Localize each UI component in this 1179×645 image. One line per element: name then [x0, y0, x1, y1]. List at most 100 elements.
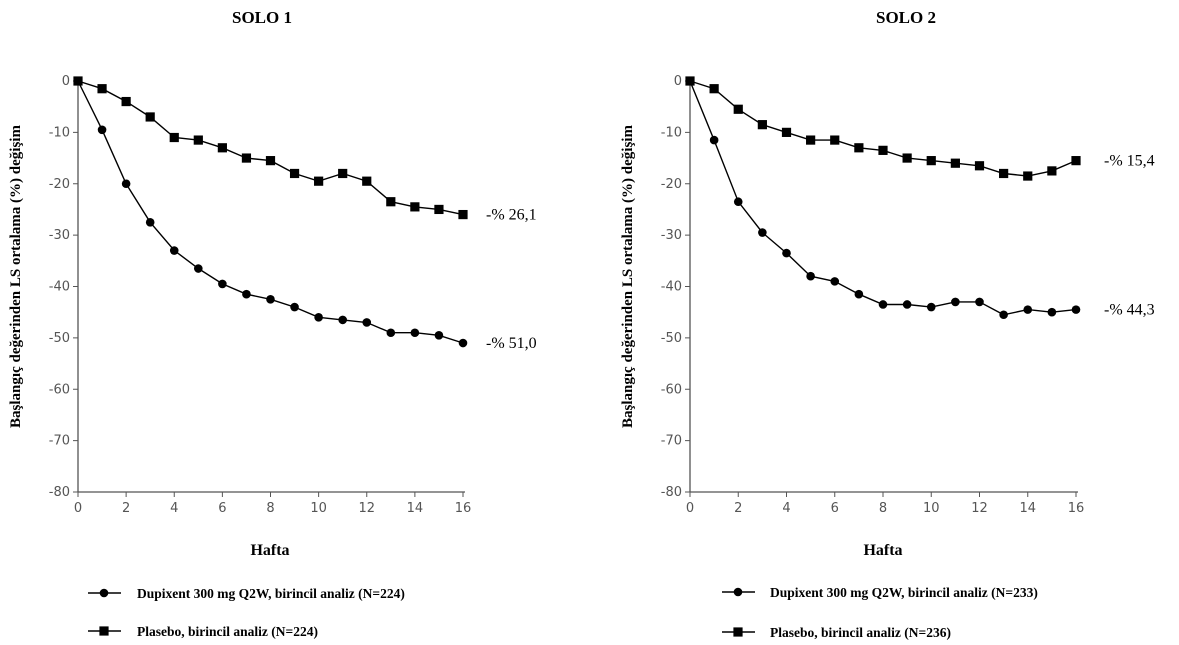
data-point — [314, 176, 324, 186]
legend-marker — [99, 588, 109, 598]
data-point — [830, 277, 840, 286]
legend-label: Plasebo, birincil analiz (N=236) — [770, 625, 951, 640]
y-tick-label: -30 — [661, 228, 682, 243]
data-point — [950, 158, 960, 168]
data-point — [458, 338, 468, 348]
x-tick-label: 16 — [455, 501, 472, 516]
x-tick-label: 0 — [74, 501, 82, 516]
chart-title: SOLO 1 — [232, 8, 292, 27]
data-point — [830, 135, 840, 145]
data-point — [1071, 156, 1081, 166]
data-point — [733, 104, 743, 114]
y-tick-label: -30 — [49, 228, 70, 243]
y-tick-label: -40 — [661, 280, 682, 295]
x-tick-label: 4 — [782, 501, 790, 516]
data-point — [97, 125, 107, 135]
legend-label: Plasebo, birincil analiz (N=224) — [137, 624, 318, 639]
data-point — [854, 289, 864, 299]
data-point — [193, 135, 203, 145]
data-point — [241, 153, 252, 163]
y-tick-label: -50 — [49, 331, 70, 346]
y-tick-label: -60 — [49, 382, 70, 397]
y-tick-label: -10 — [49, 125, 70, 140]
data-point — [806, 135, 816, 145]
data-point — [902, 153, 912, 163]
legend-item: Plasebo, birincil analiz (N=236) — [722, 625, 951, 640]
x-axis-label: Hafta — [863, 542, 902, 559]
data-point — [242, 289, 251, 299]
y-tick-label: -60 — [661, 382, 682, 397]
data-point — [218, 279, 227, 289]
data-point — [709, 135, 719, 145]
x-tick-label: 10 — [310, 501, 327, 516]
chart-1: SOLO 1 0 -10 -20 -30 -40 -50 -60 -70 -80 0 2 4 6 8 10 12… — [8, 8, 537, 639]
y-tick-label: 0 — [674, 74, 682, 89]
data-point — [1023, 305, 1033, 314]
data-point — [733, 197, 743, 207]
legend-label: Dupixent 300 mg Q2W, birincil analiz (N=… — [137, 586, 405, 601]
x-tick-label: 12 — [971, 501, 988, 516]
legend-label: Dupixent 300 mg Q2W, birincil analiz (N=… — [770, 585, 1038, 600]
data-point — [289, 168, 300, 179]
data-point — [338, 315, 347, 325]
data-point — [73, 76, 83, 86]
data-point — [782, 248, 791, 258]
data-point — [458, 209, 468, 220]
y-tick-label: -40 — [49, 280, 70, 295]
data-point — [194, 264, 203, 273]
data-point — [121, 96, 131, 107]
x-tick-label: 2 — [122, 501, 130, 516]
data-point — [145, 112, 155, 122]
end-value-label: -% 26,1 — [486, 207, 537, 224]
data-point — [999, 168, 1009, 179]
data-point — [878, 145, 888, 155]
data-point — [410, 328, 420, 338]
data-point — [685, 76, 695, 86]
data-point — [434, 331, 444, 340]
data-point — [1047, 307, 1057, 317]
legend-marker — [733, 627, 743, 637]
y-tick-label: -50 — [661, 331, 682, 346]
data-point — [999, 310, 1008, 320]
y-tick-label: 0 — [62, 74, 70, 89]
series-line — [77, 80, 464, 344]
data-point — [169, 246, 179, 255]
x-tick-label: 12 — [358, 501, 375, 516]
x-tick-label: 16 — [1068, 501, 1085, 516]
data-point — [169, 132, 179, 143]
data-point — [266, 295, 275, 304]
data-point — [97, 84, 107, 94]
x-tick-label: 4 — [170, 501, 178, 516]
legend-item: Plasebo, birincil analiz (N=224) — [88, 624, 318, 639]
data-point — [362, 176, 372, 186]
legend-marker — [99, 626, 109, 636]
data-point — [757, 120, 767, 130]
data-point — [265, 156, 276, 166]
y-tick-label: -20 — [49, 177, 70, 192]
data-point — [121, 179, 131, 189]
x-tick-label: 6 — [831, 501, 839, 516]
data-point — [410, 202, 420, 212]
data-point — [975, 297, 984, 307]
y-tick-label: -10 — [661, 125, 682, 140]
series-line — [689, 80, 1077, 177]
x-axis-label: Hafta — [250, 542, 289, 559]
data-point — [1047, 166, 1057, 176]
data-point — [1071, 305, 1081, 314]
data-point — [951, 297, 960, 307]
data-point — [217, 143, 227, 153]
data-point — [974, 161, 985, 171]
data-point — [145, 217, 155, 227]
end-value-label: -% 51,0 — [486, 335, 537, 352]
legend-item: Dupixent 300 mg Q2W, birincil analiz (N=… — [722, 585, 1038, 600]
data-point — [709, 84, 719, 94]
end-value-label: -% 15,4 — [1104, 153, 1155, 170]
y-tick-label: -70 — [49, 434, 70, 449]
data-point — [314, 313, 323, 322]
y-axis-label: Başlangıç değerinden LS ortalama (%) değ… — [620, 125, 636, 428]
y-tick-label: -80 — [49, 485, 70, 500]
x-tick-label: 14 — [1019, 501, 1036, 516]
chart-title: SOLO 2 — [876, 8, 936, 27]
end-value-label: -% 44,3 — [1104, 302, 1155, 319]
